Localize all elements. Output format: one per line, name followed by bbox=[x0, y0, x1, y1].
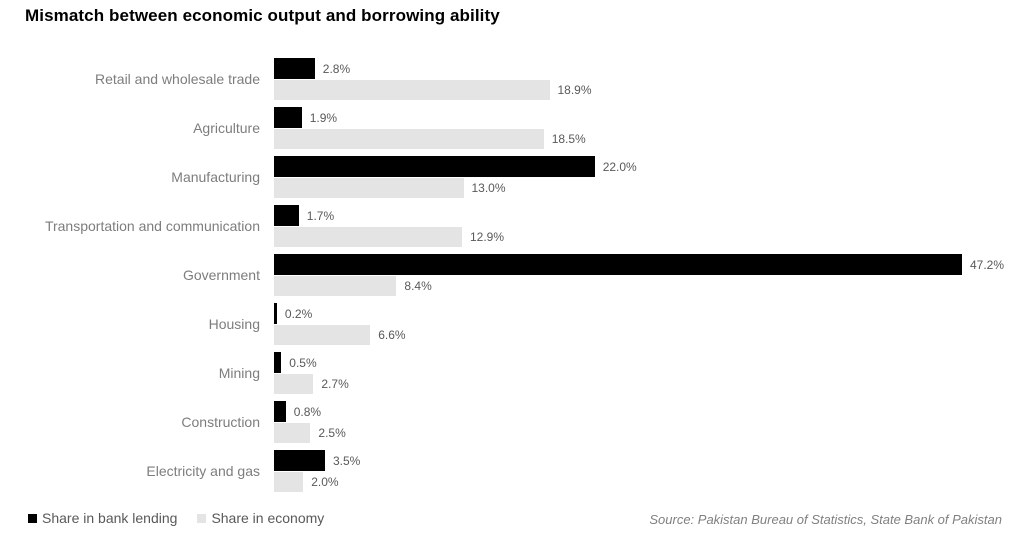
bar-line: 13.0% bbox=[274, 178, 1024, 198]
bar-line: 8.4% bbox=[274, 276, 1024, 296]
bar-line: 22.0% bbox=[274, 156, 1024, 177]
legend: Share in bank lending Share in economy bbox=[28, 510, 324, 526]
legend-item-economy: Share in economy bbox=[197, 510, 324, 526]
chart-row: Transportation and communication 1.7% 12.9… bbox=[0, 205, 1024, 247]
economy-bar bbox=[274, 423, 311, 443]
value-label: 12.9% bbox=[470, 230, 505, 244]
legend-label-bank-lending: Share in bank lending bbox=[42, 510, 178, 526]
category-label: Electricity and gas bbox=[146, 463, 260, 479]
bank-lending-swatch-icon bbox=[28, 513, 37, 523]
legend-label-economy: Share in economy bbox=[211, 510, 325, 526]
chart-row: Construction 0.8% 2.5% bbox=[0, 401, 1024, 443]
category-label: Transportation and communication bbox=[44, 218, 260, 234]
economy-bar bbox=[274, 178, 464, 198]
value-label: 22.0% bbox=[602, 159, 637, 174]
bank-lending-bar bbox=[274, 58, 315, 79]
bar-group: 1.9% 18.5% bbox=[274, 107, 1024, 149]
category-label: Agriculture bbox=[193, 120, 260, 136]
value-label: 0.2% bbox=[284, 306, 313, 321]
economy-bar bbox=[274, 129, 544, 149]
value-label: 2.8% bbox=[322, 61, 351, 76]
bar-line: 0.5% bbox=[274, 352, 1024, 373]
bank-lending-bar bbox=[274, 254, 962, 275]
category-label: Housing bbox=[208, 316, 260, 332]
category-label: Construction bbox=[181, 414, 260, 430]
value-label: 13.0% bbox=[471, 181, 506, 195]
chart-row: Mining 0.5% 2.7% bbox=[0, 352, 1024, 394]
bank-lending-bar bbox=[274, 352, 282, 373]
bar-group: 22.0% 13.0% bbox=[274, 156, 1024, 198]
bar-group: 2.8% 18.9% bbox=[274, 58, 1024, 100]
economy-bar bbox=[274, 472, 304, 492]
bar-line: 6.6% bbox=[274, 325, 1024, 345]
chart-rows: Retail and wholesale trade 2.8% 18.9% Agric… bbox=[0, 58, 1024, 492]
source-note: Source: Pakistan Bureau of Statistics, S… bbox=[649, 512, 1002, 527]
value-label: 18.9% bbox=[557, 83, 592, 97]
value-label: 18.5% bbox=[551, 132, 586, 146]
bar-line: 2.8% bbox=[274, 58, 1024, 79]
bar-line: 0.2% bbox=[274, 303, 1024, 324]
category-label: Retail and wholesale trade bbox=[95, 71, 260, 87]
bank-lending-bar bbox=[274, 205, 299, 226]
chart-row: Housing 0.2% 6.6% bbox=[0, 303, 1024, 345]
legend-item-bank-lending: Share in bank lending bbox=[28, 510, 177, 526]
economy-bar bbox=[274, 227, 462, 247]
economy-bar bbox=[274, 276, 397, 296]
value-label: 3.5% bbox=[333, 453, 361, 468]
bar-line: 18.5% bbox=[274, 129, 1024, 149]
chart-row: Government 47.2% 8.4% bbox=[0, 254, 1024, 296]
value-label: 1.7% bbox=[306, 208, 335, 223]
bar-line: 2.0% bbox=[274, 472, 1024, 492]
value-label: 1.9% bbox=[309, 110, 338, 125]
economy-swatch-icon bbox=[197, 513, 207, 523]
bar-line: 0.8% bbox=[274, 401, 1024, 422]
economy-bar bbox=[274, 80, 550, 100]
value-label: 2.0% bbox=[311, 475, 339, 489]
bar-group: 0.5% 2.7% bbox=[274, 352, 1024, 394]
bank-lending-bar bbox=[274, 401, 286, 422]
bar-group: 0.8% 2.5% bbox=[274, 401, 1024, 443]
bar-group: 0.2% 6.6% bbox=[274, 303, 1024, 345]
chart-title: Mismatch between economic output and bor… bbox=[25, 6, 500, 25]
value-label: 2.7% bbox=[321, 377, 349, 391]
bar-line: 18.9% bbox=[274, 80, 1024, 100]
bar-line: 2.5% bbox=[274, 423, 1024, 443]
bar-line: 1.7% bbox=[274, 205, 1024, 226]
value-label: 0.5% bbox=[289, 355, 317, 370]
bar-line: 3.5% bbox=[274, 450, 1024, 471]
economy-bar bbox=[274, 325, 371, 345]
chart-row: Electricity and gas 3.5% 2.0% bbox=[0, 450, 1024, 492]
chart-row: Agriculture 1.9% 18.5% bbox=[0, 107, 1024, 149]
bar-line: 1.9% bbox=[274, 107, 1024, 128]
bar-group: 3.5% 2.0% bbox=[274, 450, 1024, 492]
value-label: 8.4% bbox=[404, 279, 432, 293]
bank-lending-bar bbox=[274, 450, 325, 471]
chart-row: Manufacturing 22.0% 13.0% bbox=[0, 156, 1024, 198]
category-label: Government bbox=[182, 267, 260, 283]
value-label: 2.5% bbox=[318, 426, 346, 440]
bank-lending-bar bbox=[274, 107, 302, 128]
category-label: Mining bbox=[218, 365, 260, 381]
chart-row: Retail and wholesale trade 2.8% 18.9% bbox=[0, 58, 1024, 100]
bar-line: 2.7% bbox=[274, 374, 1024, 394]
value-label: 47.2% bbox=[970, 257, 1005, 272]
bank-lending-bar bbox=[274, 303, 277, 324]
category-label: Manufacturing bbox=[171, 169, 260, 185]
bar-line: 12.9% bbox=[274, 227, 1024, 247]
value-label: 6.6% bbox=[378, 328, 406, 342]
value-label: 0.8% bbox=[293, 404, 322, 419]
bar-group: 1.7% 12.9% bbox=[274, 205, 1024, 247]
bar-line: 47.2% bbox=[274, 254, 1024, 275]
economy-bar bbox=[274, 374, 314, 394]
bar-group: 47.2% 8.4% bbox=[274, 254, 1024, 296]
bank-lending-bar bbox=[274, 156, 595, 177]
